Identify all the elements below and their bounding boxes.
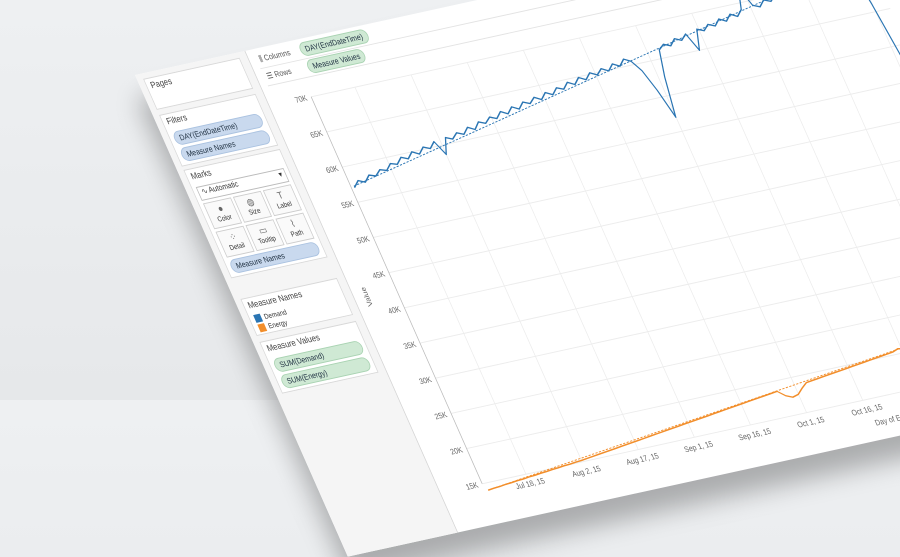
pages-title: Pages <box>149 76 174 91</box>
tableau-window: Pages Filters DAY(EndDateTime) Measure N… <box>135 0 900 557</box>
grid-line-h <box>466 324 900 450</box>
y-tick-label: 35K <box>402 339 418 351</box>
tilted-screen: Pages Filters DAY(EndDateTime) Measure N… <box>135 0 900 557</box>
columns-shelf-label: ⫼ Columns <box>257 48 292 64</box>
tooltip-button-label: Tooltip <box>256 234 278 246</box>
grid-line-h <box>388 148 900 274</box>
y-tick-label: 25K <box>433 410 449 422</box>
rows-shelf-label: ☰ Rows <box>264 66 293 81</box>
grid-line-h <box>435 254 900 379</box>
x-tick-label: Oct 16, 15 <box>850 402 884 418</box>
legend-swatch-energy <box>257 323 268 333</box>
grid-line-h <box>357 78 900 203</box>
chevron-down-icon: ▾ <box>276 169 284 179</box>
grid-line-v <box>859 0 900 364</box>
y-tick-label: 60K <box>324 164 340 176</box>
grid-line-h <box>404 183 900 309</box>
grid-line-v <box>522 50 695 438</box>
color-button-label: Color <box>215 212 234 224</box>
grid-line-v <box>635 25 807 413</box>
y-tick-label: 50K <box>355 234 371 246</box>
x-tick-label: Sep 16, 15 <box>737 426 773 442</box>
grid-line-h <box>450 289 900 414</box>
y-tick-label: 40K <box>386 304 402 316</box>
x-tick-label: Jul 18, 15 <box>514 476 546 491</box>
size-button-label: Size <box>247 206 262 217</box>
measure-values-card: Measure Values SUM(Demand) SUM(Energy) <box>259 320 379 394</box>
grid-line-h <box>419 219 900 344</box>
y-tick-label: 45K <box>371 269 387 281</box>
grid-line-h <box>310 0 875 98</box>
y-tick-label: 30K <box>417 375 433 387</box>
y-tick-label: 15K <box>464 480 480 492</box>
legend-label-energy: Energy <box>266 318 289 331</box>
x-tick-label: Aug 17, 15 <box>625 451 661 467</box>
x-axis: Jul 18, 15 Aug 2, 15 Aug 17, 15 Sep 1, 15 Se… <box>514 402 884 491</box>
y-tick-label: 20K <box>449 445 465 457</box>
x-tick-label: Sep 1, 15 <box>682 439 714 454</box>
label-button-label: Label <box>275 199 294 211</box>
x-tick-label: Aug 2, 15 <box>570 464 602 479</box>
grid-line-v <box>691 13 864 401</box>
marks-type-value: Automatic <box>206 179 240 195</box>
grid-line-v <box>466 62 639 450</box>
y-tick-label: 65K <box>309 128 325 140</box>
y-tick-label: 55K <box>340 199 356 211</box>
grid-line-h <box>342 43 900 168</box>
grid-line-v <box>803 0 900 376</box>
legend-swatch-demand <box>253 313 264 323</box>
y-tick-label: 70K <box>293 93 309 105</box>
grid-line-v <box>747 0 900 389</box>
grid-line-v <box>579 37 751 426</box>
x-tick-label: Oct 1, 15 <box>795 415 826 430</box>
detail-button-label: Detail <box>227 240 247 252</box>
y-axis-title: Value <box>359 286 375 307</box>
grid-line-v <box>410 74 583 462</box>
grid-line-h <box>373 113 900 238</box>
path-button-label: Path <box>289 228 305 239</box>
